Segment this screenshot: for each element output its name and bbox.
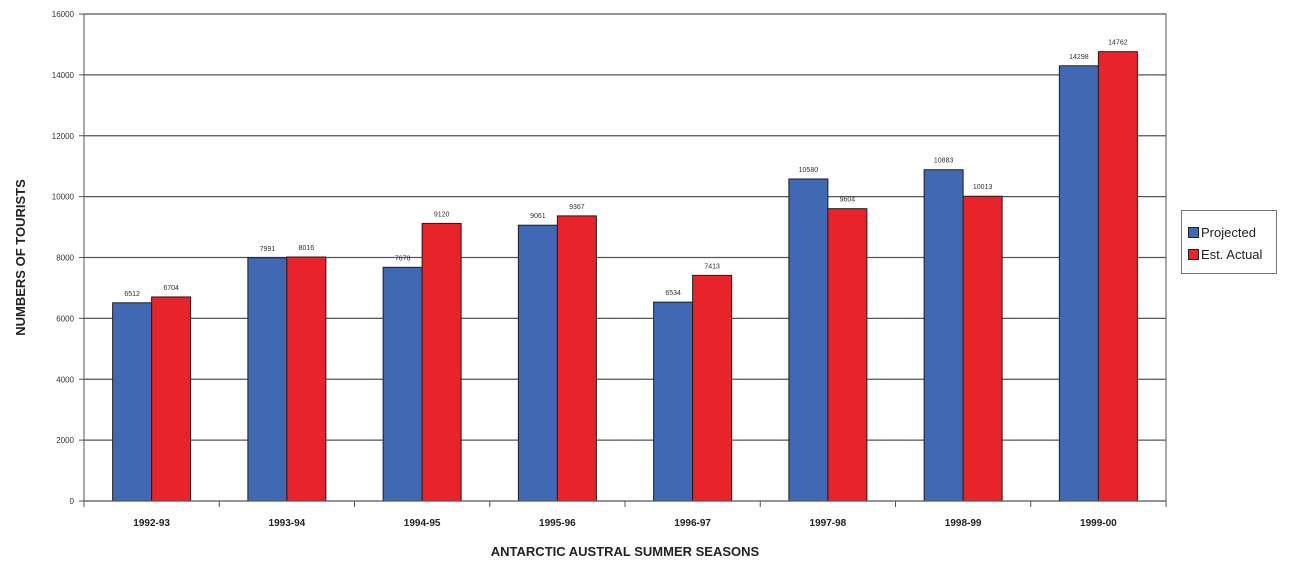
bar-est-actual	[962, 195, 1003, 502]
bar-value-label: 9367	[569, 204, 585, 211]
y-axis-tick-labels: 0 2000 4000 6000 8000 10000 12000 14000 16000	[52, 10, 75, 506]
x-tick-label: 1992-93	[133, 518, 170, 529]
bar-value-label: 10013	[973, 184, 993, 191]
y-tick-label: 4000	[56, 375, 74, 384]
bars	[112, 51, 1138, 502]
bar-value-label: 7678	[395, 255, 411, 262]
bar-projected	[247, 257, 288, 502]
y-tick-label: 0	[70, 497, 75, 506]
bar-est-actual	[827, 208, 868, 502]
bar-projected	[112, 302, 153, 502]
bar-value-label: 6704	[163, 285, 179, 292]
bar-value-label: 14298	[1069, 54, 1089, 61]
x-tick-label: 1999-00	[1080, 518, 1117, 529]
plot-area-border	[83, 13, 1167, 502]
legend-label-est-actual: Est. Actual	[1201, 246, 1263, 262]
bar-est-actual	[1097, 51, 1138, 502]
bar-value-label: 7413	[704, 263, 720, 270]
bar-est-actual	[692, 274, 733, 502]
x-tick-label: 1995-96	[539, 518, 576, 529]
bar-value-label: 10883	[934, 158, 954, 165]
bar-value-label: 9061	[530, 213, 546, 220]
bar-est-actual	[286, 256, 327, 502]
bar-value-label: 14762	[1108, 40, 1128, 47]
bar-est-actual	[421, 222, 462, 502]
bar-projected	[923, 169, 964, 502]
bar-value-label: 10580	[799, 167, 819, 174]
y-tick-label: 6000	[56, 314, 74, 323]
y-axis-label: NUMBERS OF TOURISTS	[13, 179, 28, 336]
legend-label-projected: Projected	[1201, 224, 1256, 240]
bar-value-label: 9120	[434, 211, 450, 218]
x-tick-label: 1993-94	[269, 518, 306, 529]
bar-projected	[1058, 65, 1099, 502]
bar-projected	[517, 224, 558, 502]
bar-value-label: 6512	[124, 291, 140, 298]
legend-swatch-projected	[1188, 226, 1199, 238]
y-tick-label: 16000	[52, 10, 75, 19]
x-tick-label: 1998-99	[945, 518, 982, 529]
bar-value-label: 9604	[840, 197, 856, 204]
y-tick-label: 2000	[56, 436, 74, 445]
bar-value-label: 7991	[260, 246, 276, 253]
bar-projected	[382, 266, 423, 502]
y-tick-label: 14000	[52, 71, 75, 80]
legend-item-projected: Projected	[1188, 221, 1270, 243]
bar-projected	[653, 301, 694, 502]
bar-value-label: 6534	[665, 290, 681, 297]
y-tick-label: 8000	[56, 254, 74, 263]
x-tick-label: 1997-98	[810, 518, 847, 529]
legend-item-est-actual: Est. Actual	[1188, 243, 1270, 265]
bar-projected	[788, 178, 829, 502]
x-axis-tick-labels: 1992-93 1993-94 1994-95 1995-96 1996-97 1997-…	[133, 518, 1117, 529]
bar-est-actual	[151, 296, 192, 502]
legend-swatch-est-actual	[1188, 248, 1199, 260]
x-axis-label: ANTARCTIC AUSTRAL SUMMER SEASONS	[491, 544, 760, 559]
y-tick-label: 12000	[52, 132, 75, 141]
x-tick-label: 1994-95	[404, 518, 441, 529]
bar-value-label: 8016	[299, 245, 315, 252]
bar-est-actual	[556, 215, 597, 502]
x-tick-label: 1996-97	[674, 518, 711, 529]
y-tick-label: 10000	[52, 193, 75, 202]
legend: Projected Est. Actual	[1181, 210, 1277, 274]
gridlines	[79, 13, 1167, 507]
bar-value-labels: 6512 6704 7991 8016 7678 9120 9061 9367 6534 7413…	[124, 40, 1127, 298]
